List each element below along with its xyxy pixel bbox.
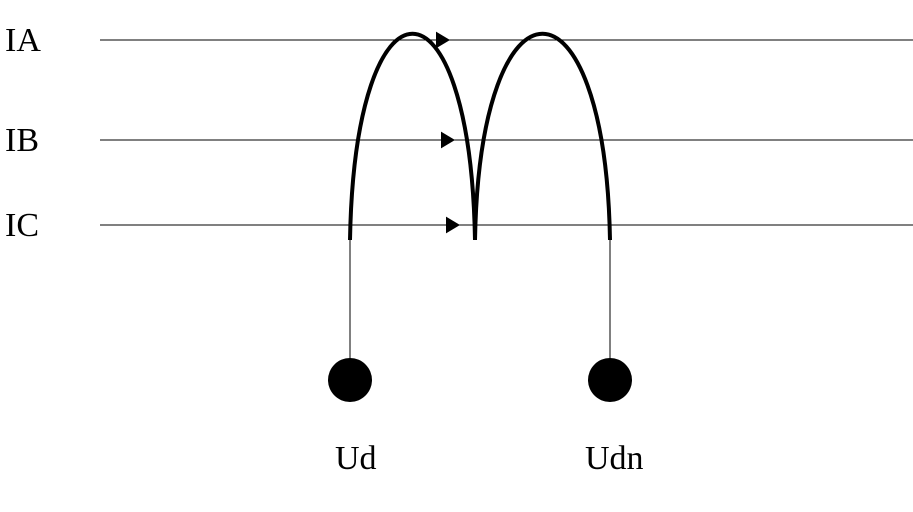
arch-right <box>475 34 610 240</box>
dot-udn <box>588 358 632 402</box>
dot-ud <box>328 358 372 402</box>
arch-left <box>350 34 475 240</box>
arrow-ic <box>446 217 460 234</box>
arrow-ib <box>441 132 455 149</box>
diagram-svg <box>0 0 913 512</box>
arrow-ia <box>436 32 450 49</box>
diagram-canvas: IA IB IC Ud Udn <box>0 0 913 512</box>
